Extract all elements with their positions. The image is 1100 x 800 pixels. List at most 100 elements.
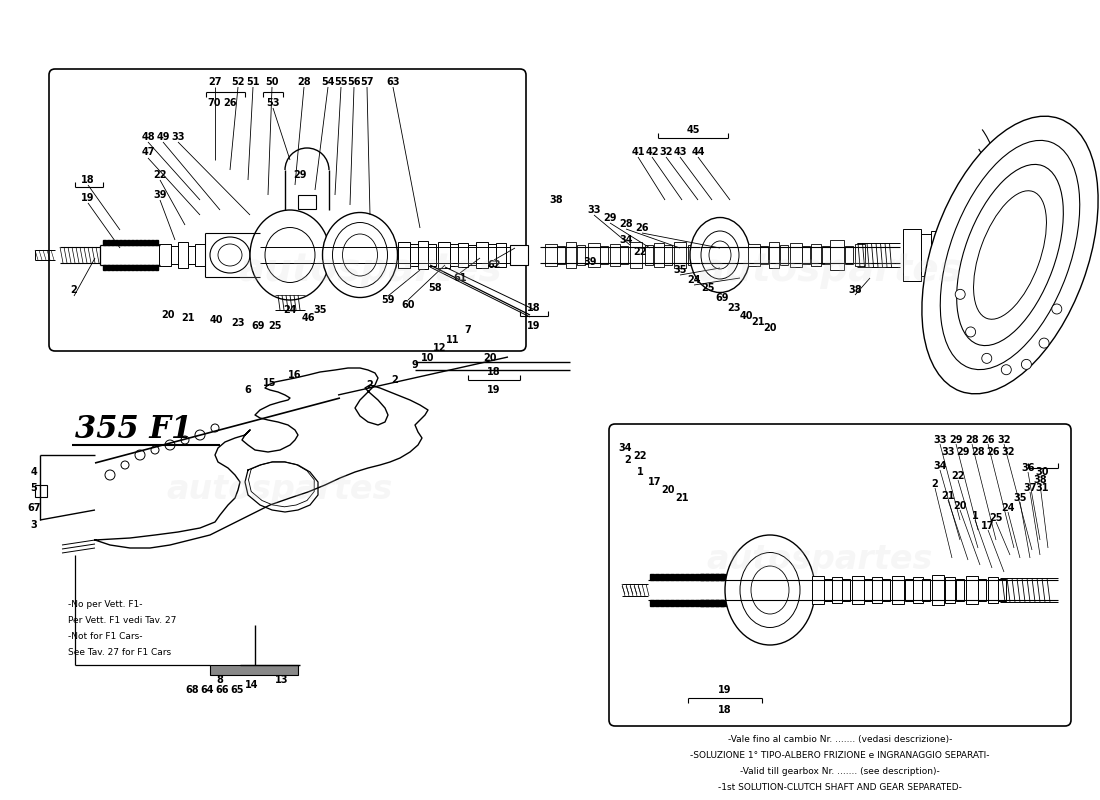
Text: 29: 29 xyxy=(294,170,307,180)
Bar xyxy=(812,576,824,604)
Bar xyxy=(126,265,130,270)
Text: 25: 25 xyxy=(989,513,1003,523)
Circle shape xyxy=(1040,338,1049,348)
Bar xyxy=(770,574,774,580)
Text: 11: 11 xyxy=(447,335,460,345)
Bar xyxy=(864,579,872,601)
Bar xyxy=(998,579,1006,601)
Text: 68: 68 xyxy=(185,685,199,695)
Text: -SOLUZIONE 1° TIPO-ALBERO FRIZIONE e INGRANAGGIO SEPARATI-: -SOLUZIONE 1° TIPO-ALBERO FRIZIONE e ING… xyxy=(691,751,990,760)
Text: 24: 24 xyxy=(284,305,297,315)
Bar xyxy=(557,246,565,264)
Text: 62: 62 xyxy=(487,260,500,270)
Ellipse shape xyxy=(210,237,250,273)
Text: 61: 61 xyxy=(453,273,466,283)
Bar xyxy=(921,234,931,276)
Text: 24: 24 xyxy=(688,275,701,285)
Bar xyxy=(705,574,710,580)
Bar xyxy=(715,600,719,606)
Bar xyxy=(610,244,620,266)
Bar xyxy=(123,265,126,270)
Text: 38: 38 xyxy=(1033,475,1047,485)
Bar xyxy=(170,246,179,264)
Bar xyxy=(650,574,654,580)
Bar xyxy=(956,579,964,601)
Text: 44: 44 xyxy=(691,147,705,157)
Text: 37: 37 xyxy=(1023,483,1036,493)
Bar xyxy=(822,246,830,264)
Bar xyxy=(690,574,694,580)
Text: 15: 15 xyxy=(263,378,277,388)
Text: 6: 6 xyxy=(244,385,252,395)
Text: 60: 60 xyxy=(402,300,415,310)
Ellipse shape xyxy=(751,566,789,614)
Ellipse shape xyxy=(342,234,377,276)
Bar xyxy=(188,246,196,264)
Text: 20: 20 xyxy=(661,485,674,495)
Text: 7: 7 xyxy=(464,325,472,335)
Bar xyxy=(111,240,114,245)
Bar xyxy=(685,574,689,580)
Text: 9: 9 xyxy=(411,360,418,370)
Text: 39: 39 xyxy=(583,257,596,267)
Bar xyxy=(725,600,729,606)
Bar xyxy=(740,600,744,606)
Bar xyxy=(131,265,134,270)
Bar xyxy=(116,240,118,245)
Bar xyxy=(458,243,468,267)
Bar xyxy=(715,574,719,580)
Text: 51: 51 xyxy=(246,77,260,87)
Bar xyxy=(688,245,696,265)
Bar xyxy=(620,246,628,264)
Text: 2: 2 xyxy=(70,285,77,295)
Bar xyxy=(666,600,669,606)
Text: 35: 35 xyxy=(673,265,686,275)
Text: 21: 21 xyxy=(182,313,195,323)
Text: 45: 45 xyxy=(686,125,700,135)
Bar xyxy=(654,600,659,606)
Bar xyxy=(978,579,986,601)
Bar xyxy=(943,234,953,276)
Bar xyxy=(660,574,664,580)
Bar xyxy=(830,240,844,270)
Bar xyxy=(566,242,576,268)
Bar xyxy=(675,574,679,580)
Text: 38: 38 xyxy=(549,195,563,205)
Text: 32: 32 xyxy=(1001,447,1014,457)
Bar xyxy=(685,600,689,606)
Bar xyxy=(720,574,724,580)
Ellipse shape xyxy=(974,190,1046,319)
Text: 22: 22 xyxy=(952,471,965,481)
Text: 26: 26 xyxy=(636,223,649,233)
Text: 36: 36 xyxy=(1021,463,1035,473)
Bar xyxy=(107,240,110,245)
Bar xyxy=(544,244,557,266)
Text: 19: 19 xyxy=(81,193,95,203)
Text: 33: 33 xyxy=(587,205,601,215)
Bar xyxy=(654,243,664,267)
Text: 69: 69 xyxy=(251,321,265,331)
Bar xyxy=(410,244,418,266)
Text: 25: 25 xyxy=(268,321,282,331)
Bar xyxy=(892,576,904,604)
Bar xyxy=(750,574,754,580)
Bar xyxy=(710,600,714,606)
Text: 55: 55 xyxy=(334,77,348,87)
Bar xyxy=(905,579,913,601)
Bar xyxy=(398,242,410,268)
Text: 19: 19 xyxy=(527,321,541,331)
Bar xyxy=(600,246,608,264)
Text: 35: 35 xyxy=(1013,493,1026,503)
Text: 13: 13 xyxy=(275,675,288,685)
Text: 48: 48 xyxy=(141,132,155,142)
Bar xyxy=(35,485,47,497)
Bar xyxy=(107,265,110,270)
Bar xyxy=(913,577,923,603)
Text: 26: 26 xyxy=(987,447,1000,457)
Bar xyxy=(103,265,106,270)
Text: 23: 23 xyxy=(727,303,740,313)
Text: 5: 5 xyxy=(31,483,37,493)
Text: 34: 34 xyxy=(933,461,947,471)
Bar xyxy=(139,265,142,270)
Circle shape xyxy=(135,450,145,460)
